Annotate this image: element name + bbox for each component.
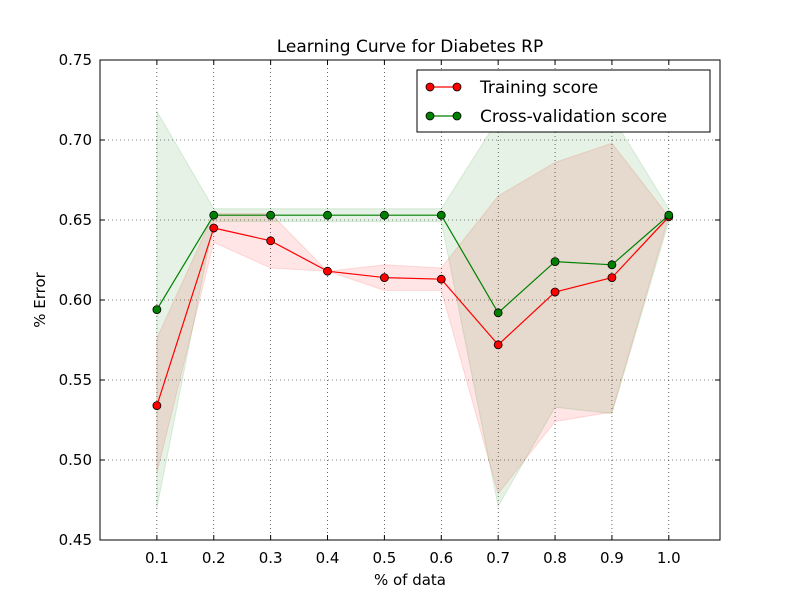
- point-series-0: [607, 273, 617, 283]
- y-tick-label: 0.50: [59, 451, 92, 469]
- x-tick-label: 0.1: [145, 549, 169, 567]
- y-tick-label: 0.65: [59, 211, 92, 229]
- point-series-1: [493, 308, 503, 318]
- point-series-1: [323, 210, 332, 220]
- legend-box: [416, 69, 711, 133]
- point-series-0: [152, 401, 162, 411]
- x-tick-label: 0.3: [259, 549, 283, 567]
- y-tick-label: 0.55: [59, 371, 92, 389]
- x-tick-label: 0.2: [202, 549, 226, 567]
- point-series-0: [380, 273, 389, 283]
- point-series-0: [436, 274, 446, 284]
- ticks: 0.45 0.50 0.55 0.60 0.65 0.70 0.75 0.1 0.2 0.3 0.4…: [59, 51, 720, 567]
- point-series-1: [266, 210, 276, 220]
- x-tick-label: 1.0: [657, 549, 681, 567]
- y-tick-label: 0.45: [59, 531, 92, 549]
- y-tick-label: 0.75: [59, 51, 92, 69]
- point-series-0: [550, 287, 560, 297]
- series-lines: [156, 214, 670, 406]
- x-axis-label: % of data: [374, 571, 446, 589]
- legend-marker-1: [425, 111, 435, 121]
- point-series-1: [436, 210, 446, 220]
- x-tick-label: 0.4: [316, 549, 340, 567]
- series-markers: [152, 210, 674, 411]
- legend-marker-0: [452, 82, 462, 92]
- confidence-bands: [156, 109, 670, 509]
- legend-marker-1: [452, 111, 462, 121]
- point-series-1: [550, 257, 560, 267]
- band-series-0: [156, 142, 670, 495]
- x-tick-label: 0.9: [600, 549, 624, 567]
- y-tick-label: 0.70: [59, 131, 92, 149]
- x-tick-label: 0.5: [372, 549, 396, 567]
- point-series-1: [152, 305, 162, 315]
- point-series-0: [209, 223, 219, 233]
- point-series-0: [266, 236, 276, 246]
- legend-marker-0: [425, 82, 435, 92]
- point-series-0: [493, 340, 503, 350]
- grid: [100, 60, 720, 540]
- x-tick-label: 0.6: [429, 549, 453, 567]
- point-series-1: [607, 260, 617, 270]
- line-series-0: [156, 216, 670, 406]
- band-series-1: [156, 109, 670, 509]
- point-series-1: [380, 210, 389, 220]
- legend-label-1: Cross-validation score: [480, 107, 667, 127]
- point-series-0: [323, 266, 332, 276]
- x-tick-label: 0.7: [486, 549, 510, 567]
- chart-title: Learning Curve for Diabetes RP: [277, 37, 543, 57]
- point-series-1: [664, 210, 674, 220]
- legend-label-0: Training score: [479, 78, 598, 98]
- y-axis-label: % Error: [31, 271, 49, 327]
- y-tick-label: 0.60: [59, 291, 92, 309]
- legend: Training score Cross-validation score: [416, 69, 711, 133]
- x-tick-label: 0.8: [543, 549, 567, 567]
- point-series-1: [209, 210, 219, 220]
- line-series-1: [156, 214, 670, 314]
